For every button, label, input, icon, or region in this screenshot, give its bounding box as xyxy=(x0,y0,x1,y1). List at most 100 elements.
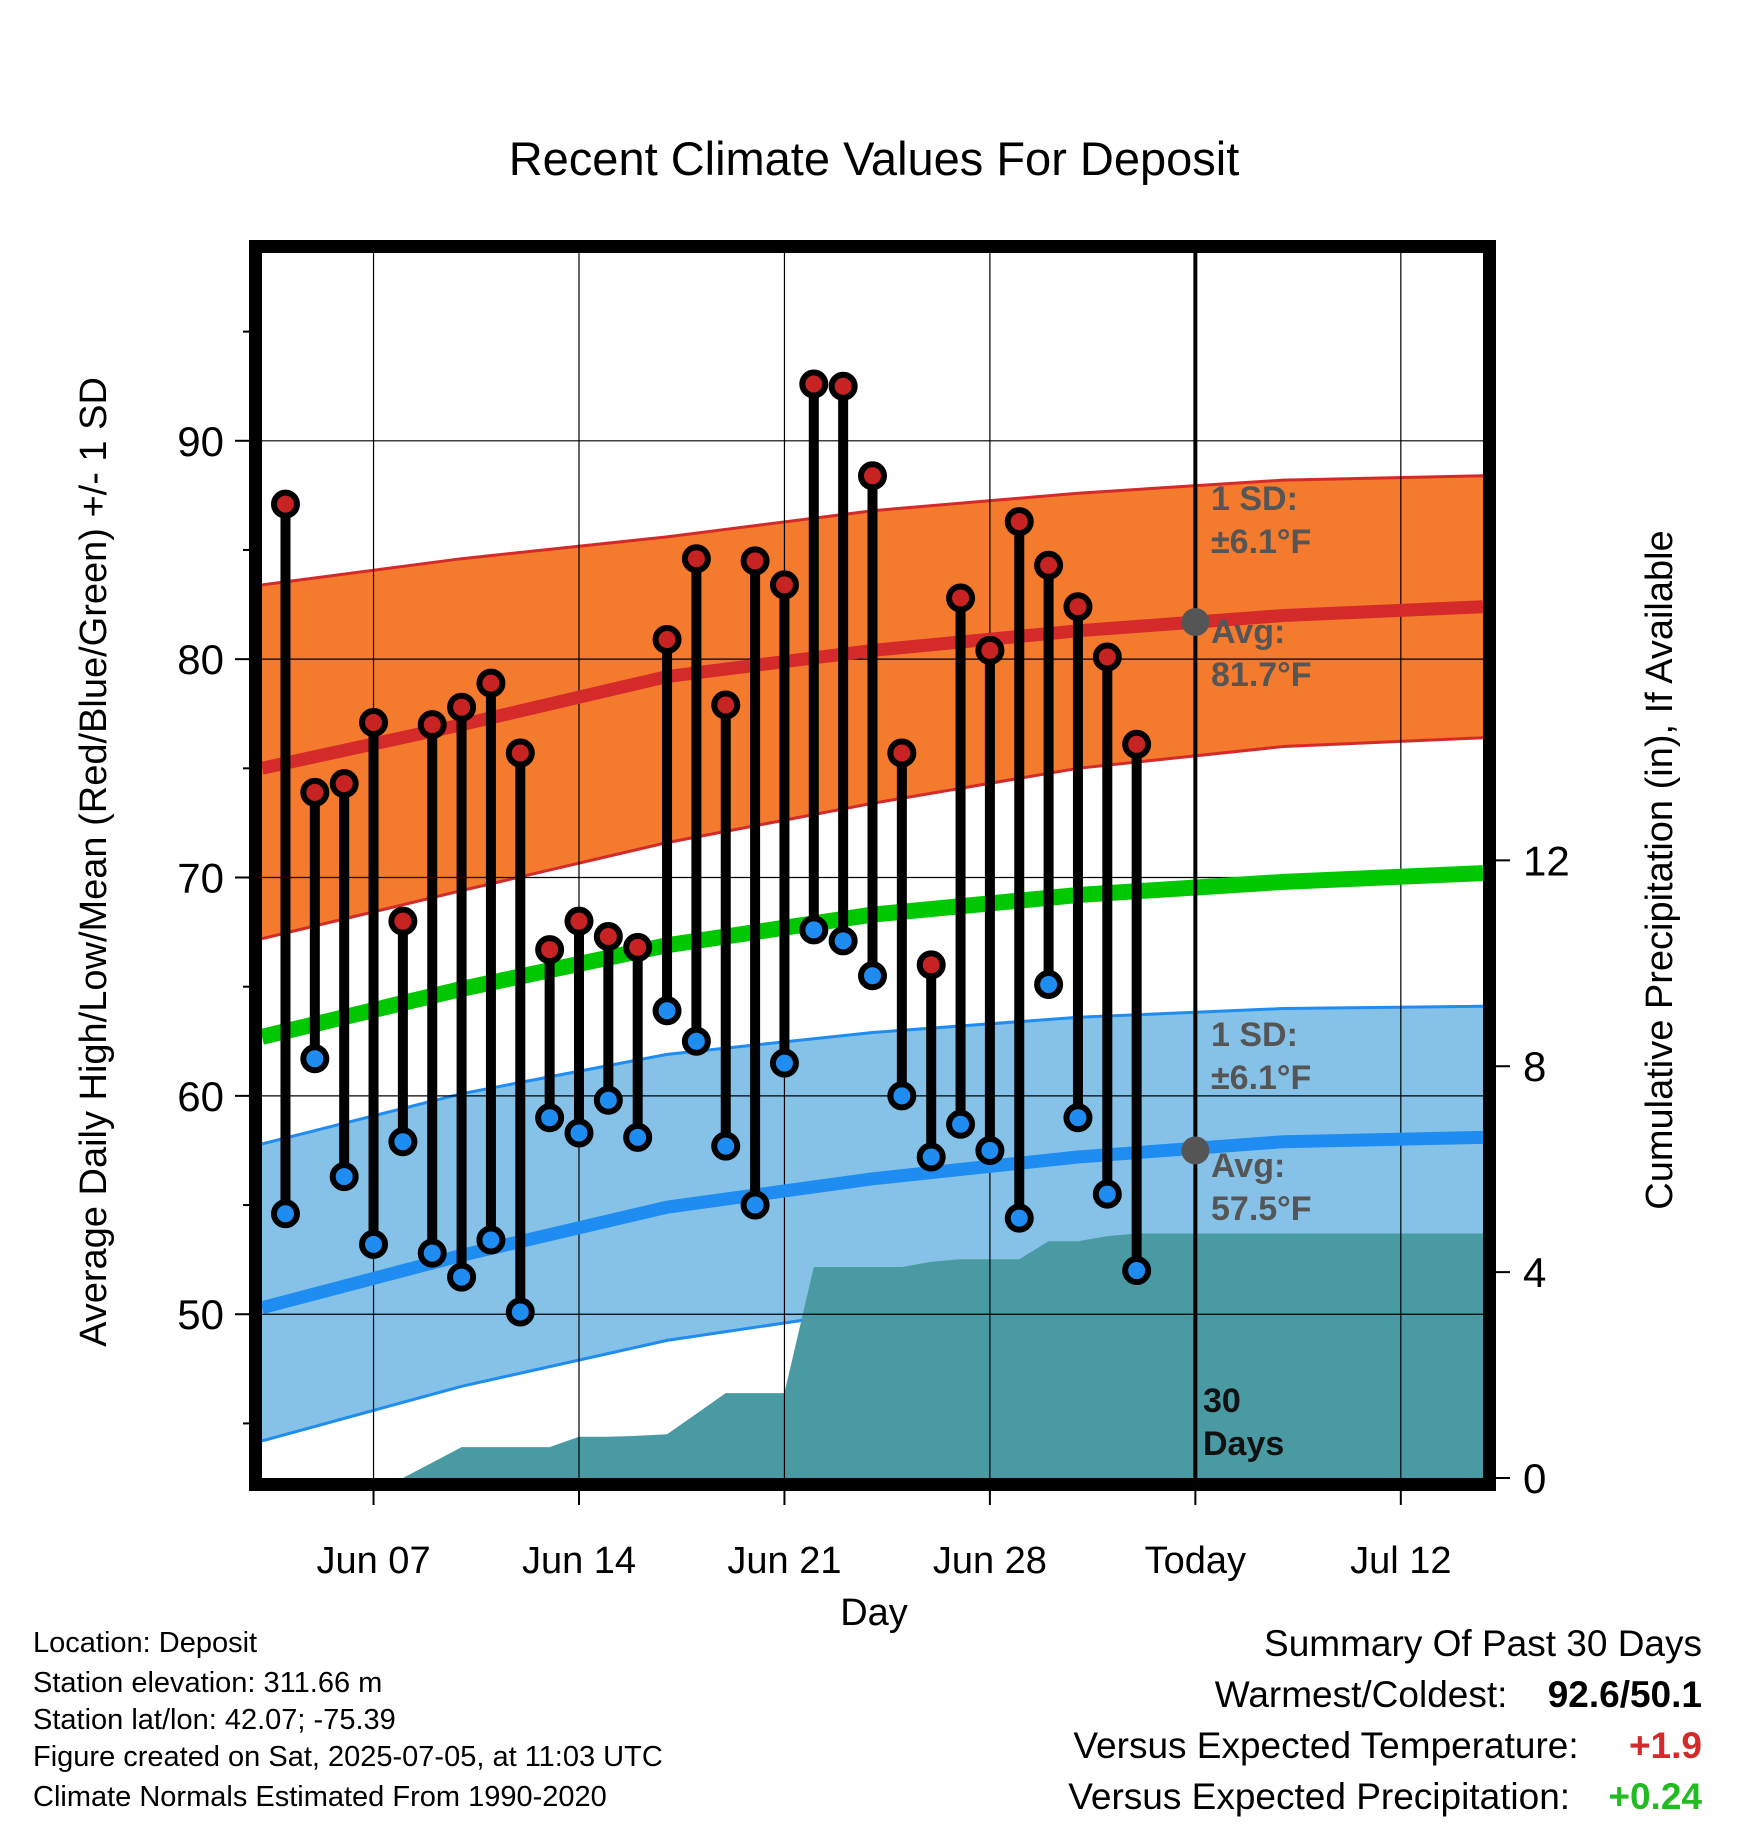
low-avg-label: Avg: xyxy=(1211,1147,1285,1185)
summary-warm-cold-row: Warmest/Coldest: 92.6/50.1 xyxy=(1215,1674,1702,1716)
daily-high-point xyxy=(975,635,1005,665)
daily-low-point xyxy=(593,1085,623,1115)
x-axis-label: Day xyxy=(840,1592,908,1634)
daily-high-point xyxy=(916,950,946,980)
daily-low-point xyxy=(270,1199,300,1229)
high-avg-value: 81.7°F xyxy=(1211,656,1312,694)
daily-low-point xyxy=(417,1238,447,1268)
y2-tick-label-3: 12 xyxy=(1523,837,1570,884)
daily-high-point xyxy=(476,668,506,698)
temp-value: +1.9 xyxy=(1628,1725,1702,1766)
days-word-label: Days xyxy=(1203,1425,1284,1463)
precip-value: +0.24 xyxy=(1608,1776,1702,1817)
daily-high-point xyxy=(652,624,682,654)
daily-high-point xyxy=(388,906,418,936)
daily-high-point xyxy=(740,546,770,576)
annotations: 1 SD: ±6.1°F Avg: 81.7°F 1 SD: ±6.1°F Av… xyxy=(1203,480,1312,1463)
daily-high-point xyxy=(828,371,858,401)
y2-tick-label-1: 4 xyxy=(1523,1249,1546,1296)
y-tick-label-2: 70 xyxy=(177,855,224,902)
summary-temp-row: Versus Expected Temperature: +1.9 xyxy=(1073,1725,1702,1767)
daily-high-point xyxy=(1034,550,1064,580)
daily-low-point xyxy=(300,1044,330,1074)
daily-low-point xyxy=(799,915,829,945)
daily-low-point xyxy=(476,1225,506,1255)
low-sd-band xyxy=(262,1006,1483,1441)
y-tick-label-4: 90 xyxy=(177,418,224,465)
normals-text: Climate Normals Estimated From 1990-2020 xyxy=(33,1781,607,1813)
daily-low-point xyxy=(447,1262,477,1292)
daily-low-point xyxy=(564,1118,594,1148)
daily-low-point xyxy=(1034,970,1064,1000)
daily-high-point xyxy=(769,570,799,600)
x-tick-label-5: Jul 12 xyxy=(1350,1540,1451,1582)
high-avg-label: Avg: xyxy=(1211,613,1285,651)
daily-high-point xyxy=(1092,642,1122,672)
high-sd-label: 1 SD: xyxy=(1211,480,1298,518)
daily-low-point xyxy=(505,1297,535,1327)
chart-title: Recent Climate Values For Deposit xyxy=(509,132,1240,185)
daily-low-point xyxy=(359,1229,389,1259)
station-info: Location: Deposit Station elevation: 311… xyxy=(33,1625,663,1816)
warm-cold-value: 92.6/50.1 xyxy=(1547,1674,1702,1715)
x-tick-label-1: Jun 14 xyxy=(522,1540,636,1582)
daily-low-point xyxy=(946,1109,976,1139)
daily-low-point xyxy=(1092,1179,1122,1209)
y-tick-label-3: 80 xyxy=(177,636,224,683)
low-sd-value: ±6.1°F xyxy=(1211,1059,1311,1097)
daily-high-point xyxy=(623,932,653,962)
daily-low-point xyxy=(828,926,858,956)
daily-high-point xyxy=(329,769,359,799)
daily-high-point xyxy=(417,710,447,740)
daily-high-point xyxy=(887,738,917,768)
daily-low-point xyxy=(740,1190,770,1220)
temp-label: Versus Expected Temperature: xyxy=(1073,1725,1579,1766)
precip-label: Versus Expected Precipitation: xyxy=(1068,1776,1571,1817)
daily-low-point xyxy=(887,1081,917,1111)
created-text: Figure created on Sat, 2025-07-05, at 11… xyxy=(33,1741,663,1773)
daily-low-point xyxy=(1004,1203,1034,1233)
cumulative-precip-area xyxy=(262,1233,1483,1478)
y-tick-label-1: 60 xyxy=(177,1073,224,1120)
daily-high-point xyxy=(1004,507,1034,537)
plot-frame xyxy=(249,240,1496,1491)
today-high-average-dot xyxy=(1181,608,1210,637)
summary-title: Summary Of Past 30 Days xyxy=(1264,1623,1702,1664)
x-tick-label-0: Jun 07 xyxy=(316,1540,430,1582)
daily-low-point xyxy=(858,961,887,991)
today-low-average-dot xyxy=(1181,1136,1210,1165)
daily-low-point xyxy=(711,1131,741,1161)
x-tick-label-2: Jun 21 xyxy=(727,1540,841,1582)
warm-cold-label: Warmest/Coldest: xyxy=(1214,1674,1508,1715)
daily-low-point xyxy=(1122,1256,1152,1286)
daily-high-point xyxy=(270,489,300,519)
daily-low-point xyxy=(388,1127,418,1157)
high-sd-value: ±6.1°F xyxy=(1211,523,1311,561)
x-tick-label-3: Jun 28 xyxy=(933,1540,1047,1582)
daily-high-point xyxy=(799,369,829,399)
y2-tick-label-0: 0 xyxy=(1523,1455,1546,1502)
y2-tick-label-2: 8 xyxy=(1523,1043,1546,1090)
low-avg-value: 57.5°F xyxy=(1211,1190,1312,1228)
daily-low-point xyxy=(1063,1103,1093,1133)
y-tick-label-0: 50 xyxy=(177,1291,224,1338)
y-axis-label: Average Daily High/Low/Mean (Red/Blue/Gr… xyxy=(73,377,115,1347)
plot-border xyxy=(249,240,1496,1491)
daily-low-point xyxy=(975,1135,1005,1165)
daily-low-point xyxy=(652,996,682,1026)
daily-high-point xyxy=(300,777,330,807)
daily-high-point xyxy=(593,921,623,951)
daily-high-point xyxy=(858,461,887,491)
x-tick-label-4: Today xyxy=(1145,1540,1246,1582)
elevation-text: Station elevation: 311.66 m xyxy=(33,1667,383,1699)
y2-axis-label: Cumulative Precipitation (in), If Availa… xyxy=(1639,530,1681,1209)
daily-low-point xyxy=(535,1103,565,1133)
daily-high-point xyxy=(564,906,594,936)
days-count-label: 30 xyxy=(1203,1382,1241,1420)
daily-low-point xyxy=(916,1142,946,1172)
plot-area xyxy=(262,253,1483,1478)
axes: 50 60 70 80 90 0 4 8 12 Jun 07 Jun 14 Jun 21 Jun 28 T… xyxy=(177,330,1570,1582)
daily-high-point xyxy=(359,707,389,737)
daily-high-point xyxy=(535,935,565,965)
daily-high-point xyxy=(447,692,477,722)
